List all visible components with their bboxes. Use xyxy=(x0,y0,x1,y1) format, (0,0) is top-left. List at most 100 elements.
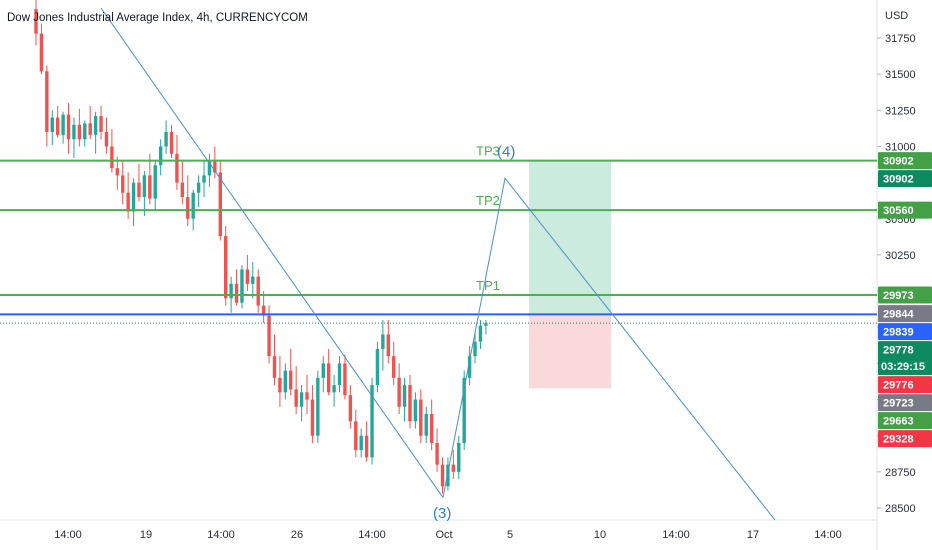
price-badge-label: 29776 xyxy=(883,380,914,392)
price-badge[interactable]: 30560 xyxy=(878,201,932,219)
chart-title: Dow Jones Industrial Average Index, 4h, … xyxy=(7,12,308,24)
x-tick-label: 14:00 xyxy=(814,529,842,541)
price-badge[interactable]: 29839 xyxy=(878,323,932,341)
price-badge[interactable]: 29723 xyxy=(878,394,932,412)
candle-body xyxy=(484,323,488,326)
candle-body xyxy=(234,283,239,303)
candle-body xyxy=(392,356,396,378)
candle-body xyxy=(359,435,363,451)
price-badge-bg xyxy=(878,394,932,412)
price-badge-bg xyxy=(878,152,932,170)
price-badge-bg xyxy=(878,341,932,376)
x-tick-label: 19 xyxy=(140,529,152,541)
price-axis[interactable]: USD3175031500312503100030750305003025030… xyxy=(877,10,932,515)
candle-body xyxy=(224,236,228,299)
candle-body xyxy=(196,182,201,193)
x-tick-label: 14:00 xyxy=(54,529,82,541)
time-axis[interactable]: 14:00 19 14:00 26 14:00 Oct 5 10 14:00 17 14:00 xyxy=(54,529,842,541)
candle-body xyxy=(326,363,331,393)
price-badge[interactable]: 29844 xyxy=(878,305,932,323)
price-badge-label: 29839 xyxy=(883,327,914,339)
candle-body xyxy=(267,315,271,357)
candle-body xyxy=(424,414,428,436)
price-badge-label: 30902 xyxy=(883,156,914,168)
candle-body xyxy=(440,464,445,487)
candle-body xyxy=(110,146,114,169)
x-tick-label: 14:00 xyxy=(358,529,386,541)
candle-body xyxy=(305,392,309,400)
candle-body xyxy=(348,395,353,422)
price-badge-label: 30560 xyxy=(883,205,914,217)
candle-body xyxy=(66,114,71,140)
candle-body xyxy=(467,356,472,378)
candle-body xyxy=(93,116,98,135)
candle-body xyxy=(381,334,385,349)
candle-body xyxy=(164,132,168,147)
candle-body xyxy=(289,370,293,390)
price-badge-bg xyxy=(878,201,932,219)
y-tick-label: 31750 xyxy=(885,33,916,45)
candle-body xyxy=(435,442,439,465)
chart-background xyxy=(0,0,878,550)
candle-body xyxy=(34,9,38,34)
wave-label-3: (3) xyxy=(433,505,451,522)
candle-body xyxy=(83,123,87,140)
wave-projection-line[interactable] xyxy=(442,177,776,521)
candle-body xyxy=(131,182,136,212)
price-badge-bg xyxy=(878,376,932,394)
annotations: TP3 TP2 TP1 (4) (3) xyxy=(433,144,515,522)
candle-body xyxy=(175,153,179,183)
y-tick-label: 31500 xyxy=(885,69,916,81)
candle-body xyxy=(126,192,130,212)
candle-body xyxy=(370,385,374,458)
candle-body xyxy=(39,33,44,72)
candle-body xyxy=(451,464,456,472)
price-badge[interactable]: 29973 xyxy=(878,286,932,304)
x-tick-label: 10 xyxy=(594,529,606,541)
candle-body xyxy=(337,363,342,386)
x-tick-label: Oct xyxy=(435,529,452,541)
candle-body xyxy=(446,464,450,487)
loss-zone xyxy=(529,314,611,389)
candle-body xyxy=(180,182,185,198)
price-badge-label: 29663 xyxy=(883,416,914,428)
price-badge[interactable]: 29778 03:29:15 xyxy=(878,341,932,376)
level-label-tp3: TP3 xyxy=(476,144,500,159)
candle-body xyxy=(245,269,250,284)
candle-body xyxy=(229,283,233,299)
candle-body xyxy=(364,435,369,458)
x-tick-label: 26 xyxy=(291,529,303,541)
candle-body xyxy=(121,175,125,193)
candle-body xyxy=(213,160,217,173)
candle-body xyxy=(218,172,222,237)
price-badge[interactable]: 29663 xyxy=(878,412,932,430)
candle-body xyxy=(55,117,60,135)
candle-body xyxy=(169,132,174,154)
candle-body xyxy=(272,356,277,378)
candle-body xyxy=(72,124,76,140)
downtrend-line[interactable] xyxy=(100,7,444,498)
trend-lines[interactable] xyxy=(100,7,776,521)
candle-body xyxy=(115,168,119,176)
price-badge[interactable]: 29328 xyxy=(878,430,932,448)
candle-body xyxy=(402,385,407,407)
candle-body xyxy=(375,348,380,386)
candle-body xyxy=(462,377,466,443)
price-badge-bg xyxy=(878,412,932,430)
price-badge[interactable]: 29776 xyxy=(878,376,932,394)
candle-body xyxy=(153,165,157,199)
candles xyxy=(34,0,488,494)
candle-body xyxy=(251,276,255,284)
candle-body xyxy=(278,377,282,393)
level-lines[interactable] xyxy=(0,159,877,324)
price-badge[interactable]: 30902 xyxy=(878,170,932,188)
price-badge[interactable]: 30902 xyxy=(878,152,932,170)
candle-body xyxy=(343,363,347,396)
candle-body xyxy=(77,124,82,140)
wave-label-4: (4) xyxy=(497,144,515,161)
y-tick-label: 31000 xyxy=(885,141,916,153)
candle-body xyxy=(478,325,483,342)
candle-body xyxy=(283,370,288,393)
candle-body xyxy=(354,421,358,451)
